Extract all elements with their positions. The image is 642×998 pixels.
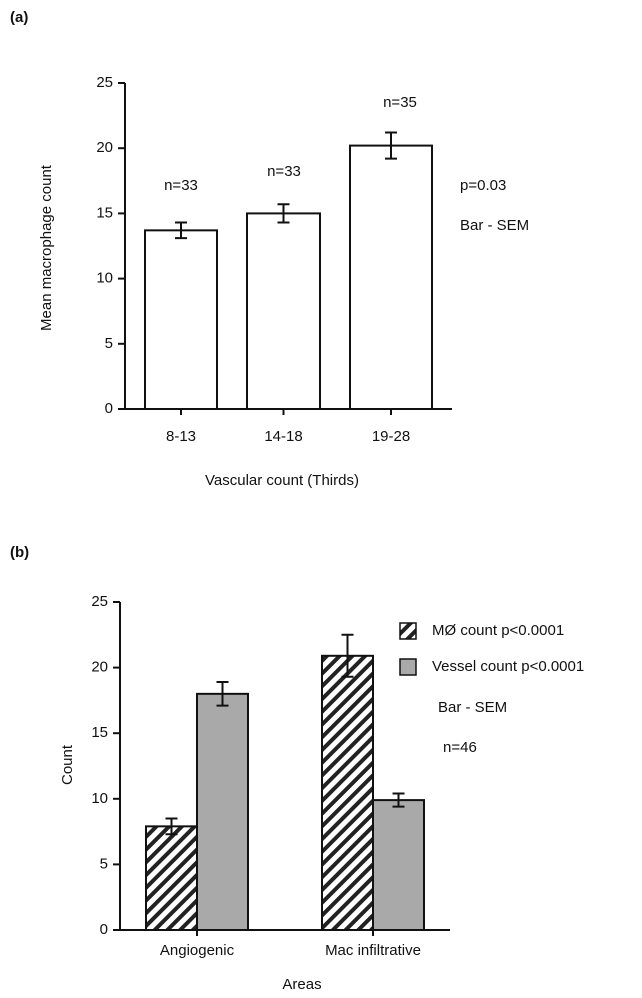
y-tick-label: 10 [96,270,113,287]
y-tick-label: 10 [91,790,108,807]
y-tick-label: 15 [96,204,113,221]
legend-swatch [399,622,417,640]
bar [145,825,198,931]
bar [321,654,374,931]
annotation: p=0.03 [460,177,506,194]
y-tick-label: 0 [105,400,113,417]
bar [196,692,249,932]
error-bar [341,633,354,678]
y-tick-label: 5 [105,335,113,352]
x-tick-label: 14-18 [264,428,302,445]
error-bar [385,131,397,160]
panel-label: (b) [10,544,29,561]
y-tick-label: 25 [96,74,113,91]
annotation: n=46 [443,739,477,756]
annotation: Bar - SEM [460,217,529,234]
bar [246,212,321,410]
bar [372,799,425,931]
annotation: n=33 [164,177,198,194]
y-tick-label: 15 [91,724,108,741]
x-axis-label: Vascular count (Thirds) [205,472,359,489]
x-tick-label: Angiogenic [160,942,235,959]
error-bar [392,792,405,808]
annotation: n=35 [383,94,417,111]
error-bar [175,221,187,240]
y-axis-label: Mean macrophage count [38,164,55,331]
bar [349,144,433,410]
x-tick-label: 8-13 [166,428,196,445]
x-tick-label: Mac infiltrative [325,942,421,959]
panel-label: (a) [10,9,28,26]
x-tick-label: 19-28 [372,428,410,445]
legend-swatch [399,658,417,676]
bar [144,229,218,410]
error-bar [216,681,229,707]
error-bar [277,203,290,224]
annotation: Bar - SEM [438,699,507,716]
annotation: n=33 [267,163,301,180]
y-tick-label: 0 [100,921,108,938]
y-tick-label: 5 [100,855,108,872]
y-axis-label: Count [59,744,76,785]
legend-label: MØ count p<0.0001 [432,622,564,639]
y-tick-label: 20 [96,139,113,156]
y-tick-label: 20 [91,659,108,676]
x-axis-label: Areas [282,976,321,993]
error-bar [165,817,178,836]
legend-label: Vessel count p<0.0001 [432,658,584,675]
y-tick-label: 25 [91,593,108,610]
